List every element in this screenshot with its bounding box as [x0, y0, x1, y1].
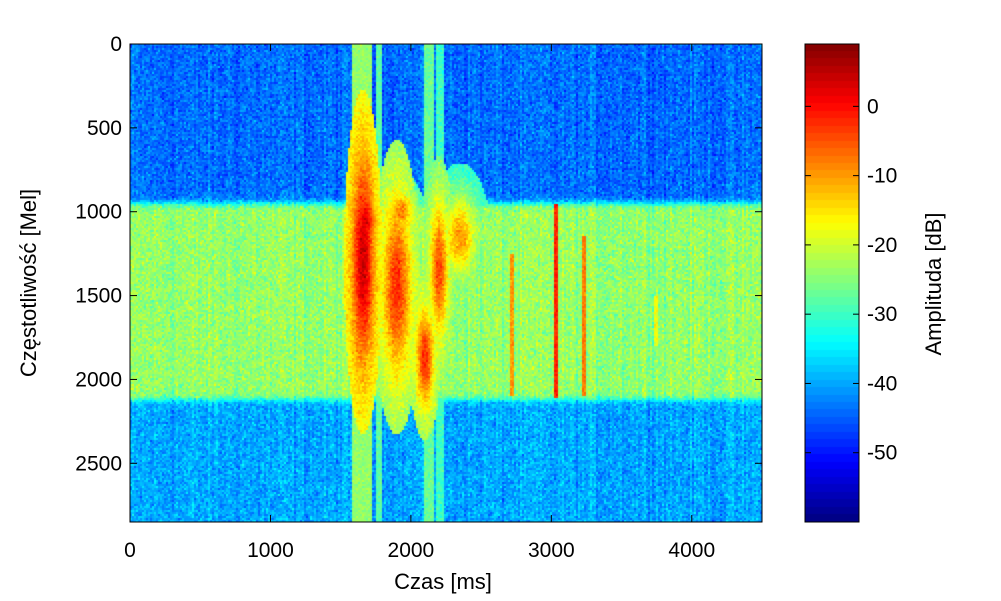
x-tick-label: 3000 — [528, 539, 575, 562]
x-tick-label: 1000 — [247, 539, 294, 562]
x-tick-label: 4000 — [668, 539, 715, 562]
colorbar-tick-label: -30 — [867, 303, 897, 326]
colorbar-tick-label: -10 — [867, 165, 897, 188]
y-tick-label: 500 — [87, 117, 122, 140]
y-tick-label: 0 — [110, 33, 122, 56]
y-axis-label: Częstotliwość [Mel] — [16, 189, 41, 377]
colorbar-tick-label: -50 — [867, 442, 897, 465]
colorbar-tick-label: -40 — [867, 372, 897, 395]
y-tick-label: 2000 — [75, 368, 122, 391]
plot-frame — [129, 43, 763, 523]
colorbar-frame — [804, 43, 860, 523]
x-axis-label: Czas [ms] — [394, 569, 492, 594]
x-tick-label: 2000 — [388, 539, 435, 562]
colorbar-ticks: 0 -10 -20 -30 -40 -50 — [805, 95, 897, 465]
heatmap-cells — [130, 44, 762, 522]
colorbar-gradient — [805, 44, 859, 522]
y-tick-label: 1500 — [75, 285, 122, 308]
colorbar-cells — [805, 44, 859, 522]
y-tick-label: 2500 — [75, 452, 122, 475]
y-axis-ticks: 0 500 1000 1500 2000 2500 — [75, 33, 762, 475]
colorbar-tick-label: 0 — [867, 95, 879, 118]
x-axis-ticks: 0 1000 2000 3000 4000 — [124, 44, 715, 562]
y-tick-label: 1000 — [75, 201, 122, 224]
colorbar-label: Amplituda [dB] — [921, 212, 946, 355]
colorbar-tick-label: -20 — [867, 234, 897, 257]
x-tick-label: 0 — [124, 539, 136, 562]
heatmap-area — [130, 44, 762, 522]
